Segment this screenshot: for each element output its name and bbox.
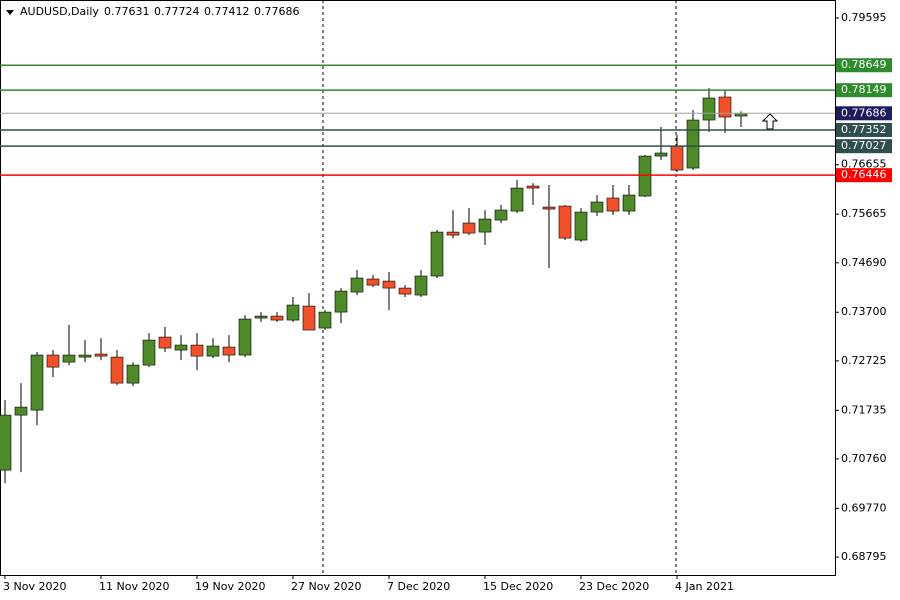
level-label: 0.77352 [841,123,887,136]
candle-body [590,201,604,213]
candle-body [30,354,44,411]
header-low: 0.77412 [204,5,250,18]
x-tick-label: 7 Dec 2020 [387,580,450,593]
x-tick-label: 27 Nov 2020 [291,580,361,593]
candle-body [670,145,684,171]
candle-body [654,152,668,157]
x-tick-label: 15 Dec 2020 [483,580,553,593]
candle-body [334,290,348,313]
chart-title: AUDUSD,Daily [20,5,99,18]
menu-arrow[interactable] [6,10,14,15]
x-tick-label: 4 Jan 2021 [675,580,734,593]
candle-body [254,315,268,319]
candle-body [510,187,524,212]
candle-body [126,364,140,384]
candle-body [14,406,28,416]
level-label: 0.78649 [841,58,887,71]
y-tick-label: 0.69770 [841,501,887,514]
y-tick-label: 0.70760 [841,452,887,465]
candle-body [414,275,428,296]
candle-body [622,194,636,212]
candle-body [718,96,732,118]
candle-body [702,97,716,121]
y-tick-label: 0.79595 [841,11,887,24]
candle-body [286,304,300,321]
level-label: 0.76446 [841,168,887,181]
candle-body [398,287,412,295]
candle-body [446,231,460,236]
candle-body [542,206,556,210]
candle-body [158,336,172,349]
candle-body [94,353,108,357]
level-label-box [836,58,892,73]
candle-body [270,315,284,321]
x-tick-label: 11 Nov 2020 [99,580,169,593]
candle-body [62,354,76,363]
level-label-box [836,139,892,154]
level-label-box [836,106,892,121]
y-tick-label: 0.71735 [841,403,887,416]
level-label: 0.77027 [841,139,887,152]
candle-body [494,209,508,221]
header-high: 0.77724 [154,5,200,18]
candle-body [606,197,620,212]
candle-body [190,344,204,357]
candle-body [78,354,92,358]
header-open: 0.77631 [104,5,150,18]
candle-body [462,222,476,234]
candle-body [46,354,60,368]
y-tick-label: 0.72725 [841,354,887,367]
y-tick-label: 0.75665 [841,207,887,220]
candle-body [526,185,540,189]
candle-body [366,278,380,286]
y-tick-label: 0.76655 [841,158,887,171]
candle-body [318,311,332,329]
candle-body [222,346,236,356]
candle-body [638,155,652,197]
candle-body [302,305,316,331]
candle-body [350,277,364,293]
level-label-box [836,122,892,137]
level-label-box [836,168,892,183]
candle-body [478,218,492,233]
candle-body [382,280,396,289]
arrow-marker[interactable] [761,113,779,130]
candle-body [174,344,188,351]
x-tick-label: 3 Nov 2020 [3,580,66,593]
x-tick-label: 23 Dec 2020 [579,580,649,593]
candle-body [430,231,444,277]
header-close: 0.77686 [254,5,300,18]
candle-body [206,345,220,357]
candle-body [142,339,156,366]
candle-body [238,318,252,356]
level-label-box [836,83,892,98]
candle-body [110,356,124,384]
level-label: 0.78149 [841,83,887,96]
level-label: 0.77686 [841,106,887,119]
x-tick-label: 19 Nov 2020 [195,580,265,593]
y-tick-label: 0.73700 [841,305,887,318]
candle-body [686,119,700,169]
y-tick-label: 0.68795 [841,550,887,563]
candle-body [558,205,572,239]
candle-body [0,414,12,471]
y-tick-label: 0.74690 [841,256,887,269]
candle-body [574,211,588,241]
